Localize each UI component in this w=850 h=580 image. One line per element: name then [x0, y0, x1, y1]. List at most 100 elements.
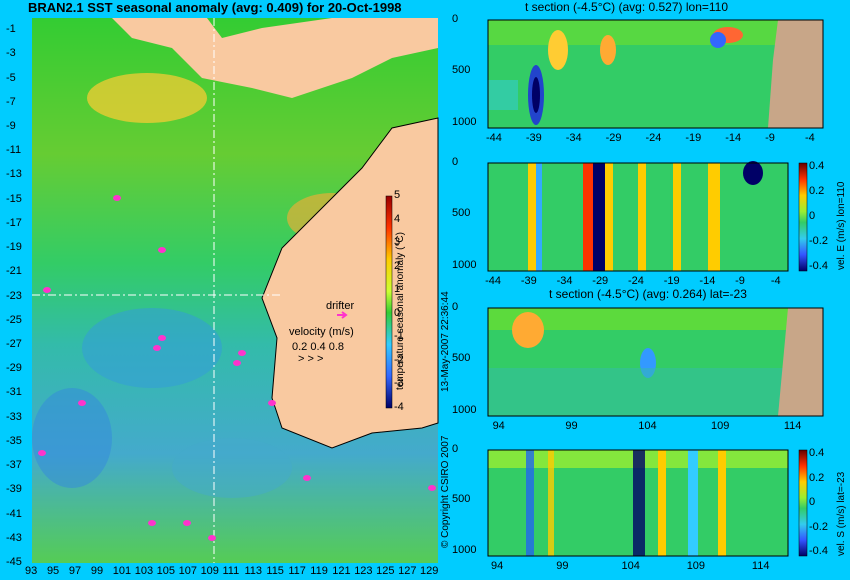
sst-anomaly-map	[32, 18, 439, 563]
section3-y-tick: 1000	[452, 403, 477, 416]
cool-patch	[172, 438, 292, 498]
map-colorbar-tick: 2	[394, 259, 401, 272]
map-colorbar-tick: -3	[394, 377, 404, 390]
map-x-tick: 93	[25, 565, 38, 577]
section4-x-tick: 94	[491, 560, 504, 572]
map-y-tick: -21	[6, 265, 22, 278]
section2-x-tick: -14	[699, 275, 716, 287]
drifter-mark	[268, 400, 276, 406]
drifter-mark	[153, 345, 161, 351]
section4-x-tick: 104	[621, 560, 640, 572]
section1-x-tick: -14	[725, 132, 742, 144]
section2-x-tick: -34	[556, 275, 573, 287]
map-y-tick: -39	[6, 483, 22, 496]
map-y-tick: -27	[6, 338, 22, 350]
section2-y-tick: 500	[452, 207, 471, 220]
section4-colorbar-tick: -0.4	[809, 545, 828, 557]
map-x-tick: 125	[376, 565, 395, 577]
section2-colorbar-label: vel. E (m/s) lon=110	[836, 181, 847, 270]
section2-x-tick: -9	[735, 275, 745, 287]
timestamp-text: 13-May-2007 22:36:44	[440, 291, 451, 392]
section1-plot	[487, 19, 824, 129]
map-y-tick: -35	[6, 434, 22, 447]
section4-colorbar	[798, 449, 808, 557]
section4-colorbar-tick: 0	[809, 496, 816, 508]
drifter-mark	[158, 335, 166, 341]
map-x-tick: 119	[310, 565, 328, 577]
map-x-tick: 111	[222, 565, 240, 577]
section2-colorbar-tick: -0.4	[809, 260, 828, 272]
section4-y-tick: 500	[452, 493, 471, 506]
section4-y-tick: 1000	[452, 543, 477, 556]
section1-x-tick: -19	[685, 132, 702, 144]
drifter-mark	[303, 475, 311, 481]
section4-colorbar-label: vel. S (m/s) lat=-23	[836, 471, 847, 556]
section2-x-tick: -39	[520, 275, 537, 287]
map-y-tick: -29	[6, 362, 22, 375]
section4-y-tick: 0	[452, 443, 459, 455]
drifter-mark	[183, 520, 191, 526]
drifter-mark	[158, 247, 166, 253]
section1-y-tick: 500	[452, 64, 471, 77]
drifter-mark	[78, 400, 86, 406]
section4-colorbar-tick: -0.2	[809, 520, 828, 533]
map-colorbar-tick: 5	[394, 189, 401, 201]
section2-colorbar-tick: 0.4	[809, 160, 825, 172]
map-y-tick: -13	[6, 168, 22, 181]
section2-colorbar-tick: 0.2	[809, 185, 825, 197]
map-y-tick: -43	[6, 531, 22, 544]
section1-y-tick: 1000	[452, 115, 477, 128]
section2-colorbar	[798, 162, 808, 272]
map-y-tick: -9	[6, 120, 16, 132]
velocity-arrows: > > >	[298, 353, 324, 365]
section3-plot	[487, 307, 824, 417]
map-y-tick: -37	[6, 459, 22, 472]
section1-title: t section (-4.5°C) (avg: 0.527) lon=110	[525, 0, 729, 14]
section2-x-tick: -24	[628, 275, 644, 287]
drifter-mark	[113, 195, 121, 201]
australia-land	[261, 117, 439, 449]
section3-y-tick: 0	[452, 301, 459, 313]
section3-x-tick: 99	[565, 420, 578, 432]
drifter-label: drifter	[326, 300, 355, 312]
velocity-label: velocity (m/s)	[289, 326, 354, 338]
section3-title: t section (-4.5°C) (avg: 0.264) lat=-23	[549, 287, 747, 301]
map-y-tick: -33	[6, 410, 22, 423]
indonesia-land	[112, 18, 438, 98]
section4-x-tick: 99	[556, 560, 569, 572]
map-x-tick: 109	[200, 565, 219, 577]
map-colorbar-tick: -2	[394, 353, 404, 366]
drifter-mark	[148, 520, 156, 526]
map-y-tick: -31	[6, 386, 22, 399]
section2-y-tick: 1000	[452, 258, 477, 271]
map-x-tick: 115	[266, 565, 284, 577]
map-y-tick: -7	[6, 95, 16, 108]
map-x-tick: 99	[90, 565, 104, 577]
section2-x-tick: -19	[663, 275, 680, 287]
drifter-mark	[43, 287, 51, 293]
section2-x-tick: -44	[485, 275, 502, 287]
map-y-tick: -1	[6, 23, 16, 36]
section3-x-tick: 109	[711, 420, 730, 432]
section2-colorbar-tick: 0	[809, 210, 816, 222]
map-y-tick: -23	[6, 289, 22, 302]
map-x-tick: 127	[398, 565, 417, 577]
section3-x-tick: 104	[638, 420, 657, 432]
section1-x-tick: -34	[565, 132, 582, 144]
section4-colorbar-tick: 0.4	[809, 447, 825, 459]
drifter-mark	[238, 350, 246, 356]
map-x-tick: 129	[420, 565, 439, 577]
map-colorbar-tick: 0	[394, 306, 401, 319]
drifter-mark	[428, 485, 436, 491]
map-y-tick: -11	[6, 144, 22, 157]
map-x-tick: 123	[354, 565, 373, 577]
map-colorbar-tick: -4	[394, 401, 404, 413]
drifter-legend-mark	[337, 311, 348, 319]
map-x-tick: 95	[46, 565, 60, 577]
section1-x-tick: -29	[605, 132, 622, 144]
section1-x-tick: -9	[765, 132, 775, 144]
section4-x-tick: 109	[686, 560, 706, 572]
section2-y-tick: 0	[452, 156, 459, 168]
map-x-tick: 121	[332, 565, 351, 577]
section4-colorbar-tick: 0.2	[809, 471, 825, 484]
